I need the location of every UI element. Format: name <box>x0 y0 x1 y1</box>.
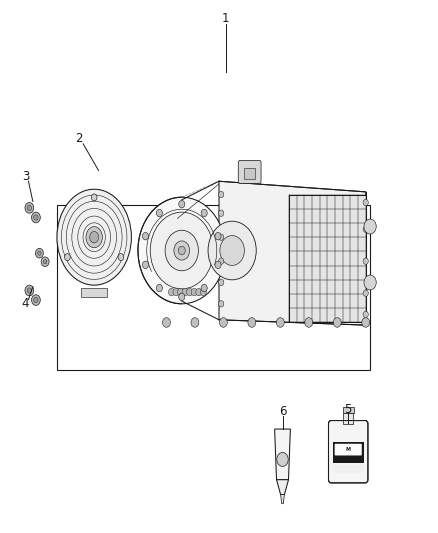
Polygon shape <box>281 495 284 504</box>
Bar <box>343 413 353 424</box>
Circle shape <box>142 232 148 240</box>
Circle shape <box>35 248 43 258</box>
Circle shape <box>179 200 185 208</box>
Bar <box>289 195 366 322</box>
Circle shape <box>177 288 184 296</box>
Circle shape <box>219 318 227 327</box>
Text: 2: 2 <box>75 132 83 145</box>
Circle shape <box>174 241 190 260</box>
Circle shape <box>182 288 188 296</box>
Circle shape <box>32 295 40 305</box>
Circle shape <box>150 212 213 289</box>
Circle shape <box>219 301 224 307</box>
Text: 4: 4 <box>21 297 29 310</box>
Circle shape <box>364 275 376 290</box>
Polygon shape <box>81 288 107 297</box>
Circle shape <box>34 297 38 303</box>
Circle shape <box>34 215 38 220</box>
Text: 5: 5 <box>345 403 352 416</box>
Bar <box>343 407 354 413</box>
Circle shape <box>333 318 341 327</box>
Circle shape <box>25 285 34 296</box>
Circle shape <box>138 197 226 304</box>
Circle shape <box>25 203 34 213</box>
Circle shape <box>187 288 193 296</box>
Circle shape <box>220 236 244 265</box>
Circle shape <box>362 318 370 327</box>
Circle shape <box>169 288 175 296</box>
Circle shape <box>191 318 199 327</box>
Circle shape <box>201 209 207 217</box>
Circle shape <box>277 453 288 466</box>
Circle shape <box>219 234 224 240</box>
Polygon shape <box>219 181 366 325</box>
Circle shape <box>38 251 41 255</box>
Text: 3: 3 <box>22 171 29 183</box>
Ellipse shape <box>57 189 131 285</box>
Ellipse shape <box>64 254 70 261</box>
Text: 6: 6 <box>279 405 286 418</box>
Circle shape <box>27 205 32 211</box>
Polygon shape <box>275 429 290 480</box>
Circle shape <box>32 212 40 223</box>
Circle shape <box>165 230 198 271</box>
Ellipse shape <box>86 227 102 248</box>
FancyBboxPatch shape <box>238 160 261 183</box>
Circle shape <box>208 221 256 280</box>
FancyBboxPatch shape <box>328 421 368 483</box>
Polygon shape <box>276 480 289 495</box>
Circle shape <box>191 288 197 296</box>
Bar <box>333 442 364 463</box>
Circle shape <box>215 261 221 269</box>
Circle shape <box>173 288 179 296</box>
Circle shape <box>219 279 224 286</box>
Circle shape <box>41 257 49 266</box>
Circle shape <box>196 288 202 296</box>
Circle shape <box>179 293 185 301</box>
Circle shape <box>305 318 313 327</box>
Circle shape <box>363 311 368 318</box>
Circle shape <box>363 199 368 206</box>
Circle shape <box>156 209 162 217</box>
Circle shape <box>276 318 284 327</box>
Circle shape <box>219 258 224 264</box>
Circle shape <box>215 232 221 240</box>
Circle shape <box>364 219 376 234</box>
Bar <box>289 195 366 322</box>
FancyBboxPatch shape <box>335 444 362 456</box>
Circle shape <box>219 210 224 216</box>
Ellipse shape <box>92 194 97 201</box>
Ellipse shape <box>90 231 99 243</box>
Circle shape <box>27 288 32 293</box>
Text: 1: 1 <box>222 12 230 25</box>
Circle shape <box>363 226 368 232</box>
Circle shape <box>363 258 368 264</box>
Circle shape <box>201 284 207 292</box>
Circle shape <box>43 260 47 264</box>
Circle shape <box>219 191 224 198</box>
Circle shape <box>200 288 206 296</box>
Bar <box>333 465 364 473</box>
Circle shape <box>248 318 256 327</box>
Bar <box>57 205 370 370</box>
Ellipse shape <box>118 254 124 261</box>
Circle shape <box>142 261 148 269</box>
Circle shape <box>162 318 170 327</box>
Bar <box>244 168 255 179</box>
Circle shape <box>156 284 162 292</box>
Text: M: M <box>346 447 351 452</box>
Circle shape <box>363 290 368 296</box>
Circle shape <box>178 246 185 255</box>
